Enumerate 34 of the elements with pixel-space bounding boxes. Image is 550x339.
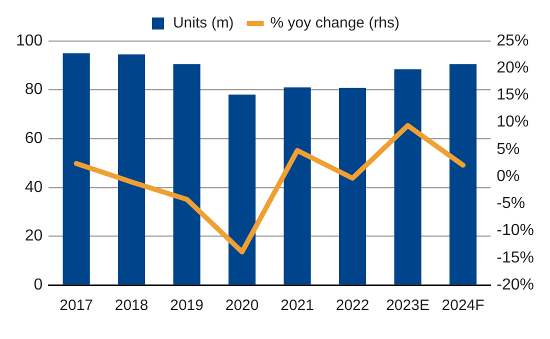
legend-label: % yoy change (rhs) <box>270 14 400 32</box>
y2-tick-label: 20% <box>496 60 529 77</box>
y-tick-label: 0 <box>34 276 43 294</box>
bar <box>339 88 366 284</box>
y2-tick-label: 5% <box>496 140 520 158</box>
bar <box>228 94 256 284</box>
x-tick-label: 2024F <box>442 297 484 314</box>
y2-tick-label: -15% <box>496 249 534 266</box>
y2-tick-label: -20% <box>496 276 534 294</box>
x-tick-label: 2018 <box>114 297 148 314</box>
bar <box>284 87 311 284</box>
x-tick-label: 2020 <box>225 297 259 314</box>
x-tick-label: 2017 <box>60 297 94 314</box>
x-tick-label: 2019 <box>170 297 204 314</box>
bar <box>118 54 146 284</box>
y2-tick-label: 15% <box>496 86 529 104</box>
x-tick-label: 2023E <box>386 297 430 314</box>
y-tick-label: 20 <box>24 228 43 245</box>
bar <box>62 53 90 284</box>
bar <box>394 69 422 284</box>
y2-tick-label: -10% <box>496 222 534 240</box>
y-tick-label: 40 <box>24 178 43 196</box>
y-tick-label: 80 <box>24 81 43 98</box>
x-tick-label: 2022 <box>336 297 370 314</box>
x-tick-label: 2021 <box>280 297 314 314</box>
y2-tick-label: 0% <box>496 168 520 185</box>
legend-label: Units (m) <box>172 14 234 32</box>
y2-tick-label: 10% <box>496 114 529 131</box>
y2-tick-label: -5% <box>496 195 526 212</box>
bar <box>173 64 200 284</box>
y2-tick-label: 25% <box>496 32 529 50</box>
y-tick-label: 100 <box>16 32 43 50</box>
y-tick-label: 60 <box>24 130 43 148</box>
bar <box>449 64 477 284</box>
